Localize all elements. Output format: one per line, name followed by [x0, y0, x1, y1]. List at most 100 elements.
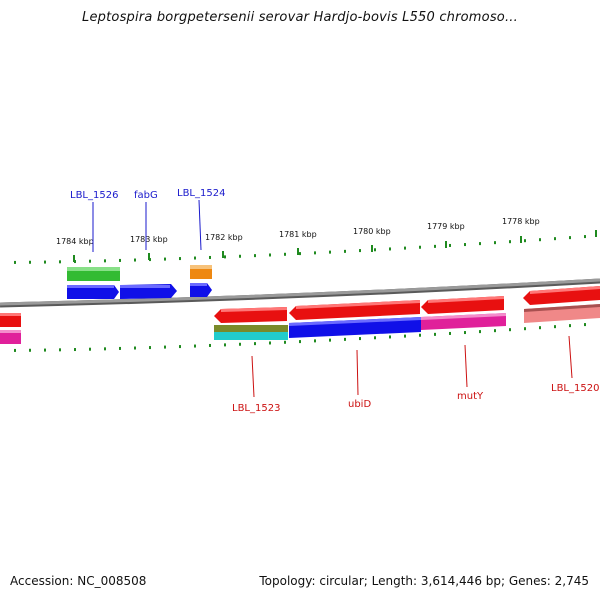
minor-tick [569, 324, 571, 328]
minor-tick [224, 343, 226, 347]
minor-tick [284, 252, 286, 256]
minor-tick [14, 348, 16, 352]
leader-line [568, 335, 573, 379]
minor-tick [584, 235, 586, 239]
reverse-feature-partial-magenta[interactable] [0, 330, 21, 344]
gene-label-lbl1524[interactable]: LBL_1524 [177, 188, 225, 199]
minor-tick [119, 346, 121, 350]
reverse-feature-partial-red[interactable] [0, 313, 21, 327]
accession-text: Accession: NC_008508 [10, 574, 147, 588]
tick-label: 1783 kbp [130, 235, 168, 244]
genome-backbone [0, 278, 600, 306]
minor-tick [569, 236, 571, 240]
tick-label: 1781 kbp [279, 230, 317, 239]
minor-tick [374, 336, 376, 340]
minor-tick [164, 345, 166, 349]
minor-tick [164, 257, 166, 261]
minor-tick [329, 250, 331, 254]
minor-tick [224, 255, 226, 259]
minor-tick [179, 257, 181, 261]
leader-line [356, 349, 359, 396]
minor-tick [29, 260, 31, 264]
minor-tick [404, 246, 406, 250]
minor-tick [584, 323, 586, 327]
minor-tick [269, 341, 271, 345]
gene-label-lbl1523[interactable]: LBL_1523 [232, 403, 280, 414]
minor-tick [524, 327, 526, 331]
tick-label: 1784 kbp [56, 237, 94, 246]
reverse-gene-labels: LBL_1523 ubiD mutY LBL_1520 [232, 335, 599, 414]
gene-label-muty[interactable]: mutY [457, 391, 484, 402]
tick-label: 1782 kbp [205, 233, 243, 242]
minor-tick [509, 240, 511, 244]
minor-tick [299, 340, 301, 344]
minor-tick [44, 348, 46, 352]
minor-tick [449, 331, 451, 335]
minor-tick [419, 333, 421, 337]
minor-tick [509, 328, 511, 332]
gene-feature-lbl1523-cyan[interactable] [214, 332, 288, 340]
minor-tick [479, 330, 481, 334]
minor-tick [74, 348, 76, 352]
page-title: Leptospira borgpetersenii serovar Hardjo… [82, 10, 518, 25]
gene-label-fabg[interactable]: fabG [134, 190, 158, 201]
minor-tick [134, 258, 136, 262]
minor-tick [344, 337, 346, 341]
minor-tick [389, 247, 391, 251]
minor-tick [254, 342, 256, 346]
gene-label-lbl1520[interactable]: LBL_1520 [551, 383, 599, 394]
minor-tick [104, 347, 106, 351]
tick-label: 1780 kbp [353, 227, 391, 236]
minor-tick [59, 260, 61, 264]
reverse-features [0, 286, 600, 344]
gene-label-ubid[interactable]: ubiD [348, 399, 371, 410]
minor-tick [359, 249, 361, 253]
minor-tick [434, 332, 436, 336]
minor-tick [404, 334, 406, 338]
minor-tick [269, 253, 271, 257]
minor-tick [209, 343, 211, 347]
leader-line [198, 199, 202, 251]
minor-tick [239, 342, 241, 346]
minor-tick [29, 348, 31, 352]
minor-tick [554, 325, 556, 329]
minor-tick [134, 346, 136, 350]
forward-features [67, 265, 212, 299]
gene-feature-lbl1523-olive[interactable] [214, 325, 288, 332]
minor-tick [299, 252, 301, 256]
minor-tick [14, 260, 16, 264]
minor-tick [194, 344, 196, 348]
tick-label: 1779 kbp [427, 222, 465, 231]
minor-tick [359, 337, 361, 341]
leader-line [464, 344, 468, 388]
minor-tick [179, 345, 181, 349]
minor-tick [524, 239, 526, 243]
minor-tick [539, 238, 541, 242]
minor-tick [44, 260, 46, 264]
minor-tick [104, 259, 106, 263]
minor-tick [209, 255, 211, 259]
minor-tick [419, 245, 421, 249]
minor-tick [59, 348, 61, 352]
minor-tick [344, 249, 346, 253]
minor-ticks-bottom [14, 323, 586, 352]
minor-tick [494, 241, 496, 245]
gene-label-lbl1526[interactable]: LBL_1526 [70, 190, 118, 201]
minor-tick [554, 237, 556, 241]
minor-tick [119, 258, 121, 262]
minor-tick [89, 259, 91, 263]
minor-tick [284, 340, 286, 344]
minor-tick [494, 329, 496, 333]
topology-text: Topology: circular; Length: 3,614,446 bp… [259, 574, 589, 588]
minor-tick [464, 331, 466, 335]
minor-tick [374, 248, 376, 252]
minor-tick [329, 338, 331, 342]
minor-tick [479, 242, 481, 246]
cds-feature-lbl1526[interactable] [67, 285, 119, 299]
major-ticks: 1784 kbp 1783 kbp 1782 kbp 1781 kbp 1780… [56, 217, 597, 262]
minor-tick [149, 346, 151, 350]
minor-tick [194, 256, 196, 260]
minor-tick [464, 243, 466, 247]
cds-feature-lbl1524[interactable] [190, 283, 212, 297]
